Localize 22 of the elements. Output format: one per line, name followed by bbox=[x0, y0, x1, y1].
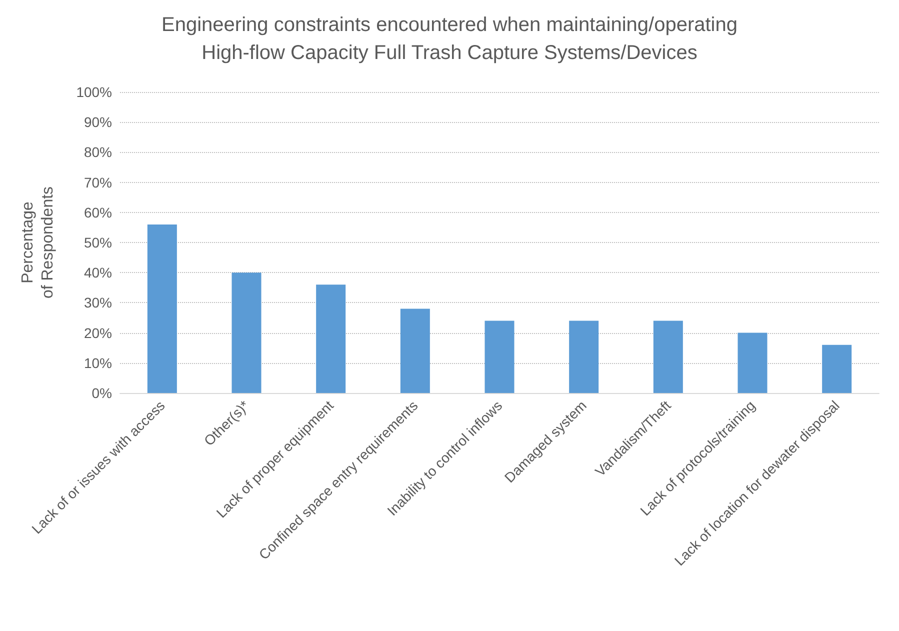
y-tick-label: 20% bbox=[84, 324, 112, 341]
y-tick-label: 100% bbox=[76, 84, 112, 100]
chart-title: Engineering constraints encountered when maintaining/operating High-flow Capacity Full Trash Capture Systems/Devices bbox=[162, 14, 738, 64]
y-tick-label: 10% bbox=[84, 354, 112, 371]
y-axis-title: Percentage of Respondents bbox=[20, 186, 56, 299]
bar bbox=[653, 320, 683, 393]
bar bbox=[400, 308, 430, 393]
bar bbox=[822, 344, 852, 393]
y-tick-label: 50% bbox=[84, 234, 112, 250]
y-tick-label: 60% bbox=[84, 204, 112, 220]
y-tick-label: 0% bbox=[92, 385, 112, 401]
bar bbox=[147, 224, 177, 393]
y-tick-label: 70% bbox=[84, 174, 112, 190]
y-tick-label: 80% bbox=[84, 144, 112, 160]
y-tick-label: 40% bbox=[84, 264, 112, 281]
y-tick-label: 30% bbox=[84, 294, 112, 311]
bar bbox=[316, 284, 346, 393]
bar bbox=[569, 320, 599, 393]
bar bbox=[738, 332, 768, 393]
bar bbox=[484, 320, 514, 393]
y-tick-label: 90% bbox=[84, 114, 112, 130]
bar bbox=[232, 272, 262, 393]
